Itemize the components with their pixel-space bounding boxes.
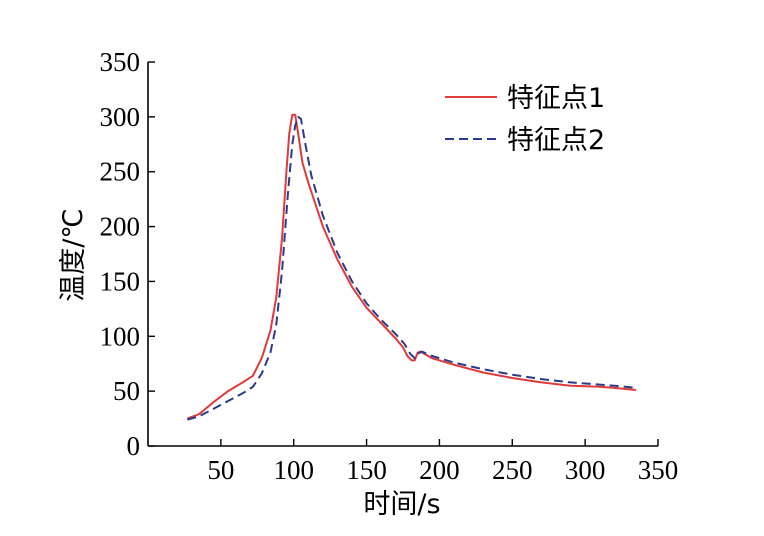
x-tick-label: 250: [492, 455, 533, 485]
series-layer: [186, 113, 637, 421]
x-tick-label: 100: [273, 455, 314, 485]
axes: 0 50 100 150 200 250 300 350 50 100 150 200 250 300 35…: [100, 47, 679, 485]
legend: 特征点1 特征点2: [445, 83, 605, 156]
y-tick-label: 200: [100, 212, 141, 242]
y-tick-label: 150: [100, 266, 141, 296]
y-tick-label: 50: [113, 376, 140, 406]
y-tick-label: 350: [100, 47, 141, 77]
x-tick-label: 200: [419, 455, 460, 485]
series-line-1: [186, 113, 637, 420]
x-tick-label: 50: [207, 455, 234, 485]
y-tick-label: 250: [100, 157, 141, 187]
y-tick-label: 100: [100, 321, 141, 351]
legend-label-2: 特征点2: [507, 125, 605, 156]
legend-label-1: 特征点1: [507, 83, 605, 114]
x-tick-label: 350: [638, 455, 679, 485]
y-axis-label: 温度/℃: [58, 208, 89, 301]
x-tick-label: 300: [565, 455, 606, 485]
series-line-2: [187, 115, 637, 421]
y-tick-label: 300: [100, 102, 141, 132]
x-axis-label: 时间/s: [363, 489, 440, 520]
x-tick-label: 150: [346, 455, 387, 485]
y-tick-label: 0: [127, 431, 141, 461]
